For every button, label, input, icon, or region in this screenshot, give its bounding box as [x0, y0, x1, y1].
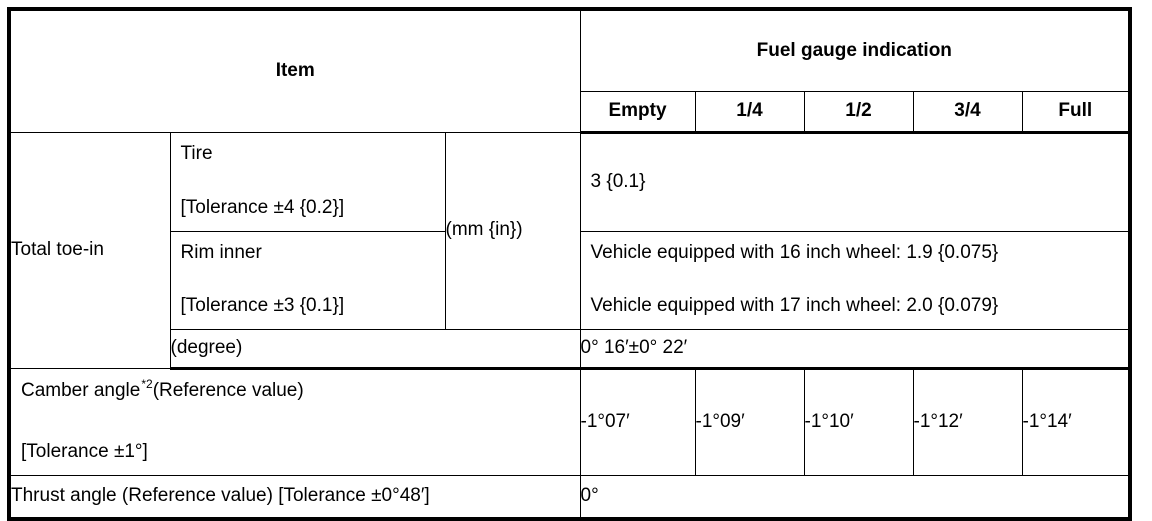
rim-inner-value-16inch: Vehicle equipped with 16 inch wheel: 1.9… — [590, 241, 999, 263]
camber-angle-reference-text: (Reference value) — [152, 379, 304, 401]
cell-degree-value: 0° 16′±0° 22′ — [579, 328, 1131, 370]
table-row-total-toe-in-degree: (degree) 0° 16′±0° 22′ — [9, 328, 1131, 370]
table-header-row-gauge-columns: Empty 1/4 1/2 3/4 Full — [9, 90, 1131, 134]
header-gauge-half: 1/2 — [803, 90, 914, 134]
cell-camber-value-three-quarter: -1°12′ — [912, 367, 1023, 476]
header-gauge-full: Full — [1021, 90, 1131, 134]
cell-camber-value-half: -1°10′ — [803, 367, 914, 476]
header-gauge-quarter: 1/4 — [694, 90, 805, 134]
cell-thrust-angle-label: Thrust angle (Reference value) [Toleranc… — [9, 474, 581, 519]
cell-camber-value-full: -1°14′ — [1021, 367, 1131, 476]
header-item: Item — [9, 9, 581, 133]
wheel-alignment-specification-table: Item Fuel gauge indication Empty 1/4 1/2… — [7, 7, 1133, 521]
rim-inner-value-17inch: Vehicle equipped with 17 inch wheel: 2.0… — [590, 295, 999, 317]
table-row-total-toe-in-tire: Total toe-in Tire [Tolerance ±4 {0.2}] (… — [9, 131, 1131, 369]
cell-tire-value: 3 {0.1} — [579, 131, 1131, 232]
specification-table-page: Item Fuel gauge indication Empty 1/4 1/2… — [7, 7, 1133, 521]
camber-angle-label-text: Camber angle — [21, 379, 141, 401]
tire-tolerance: [Tolerance ±4 {0.2}] — [180, 197, 345, 219]
cell-unit-mm-in: (mm {in}) — [444, 131, 581, 330]
rim-inner-label: Rim inner — [180, 241, 262, 263]
header-fuel-gauge-indication: Fuel gauge indication — [579, 9, 1131, 92]
cell-rim-inner-spec: Rim inner [Tolerance ±3 {0.1}] — [170, 230, 446, 330]
row-group-total-toe-in: Total toe-in — [9, 131, 171, 369]
tire-value-text: 3 {0.1} — [590, 170, 646, 192]
cell-camber-value-quarter: -1°09′ — [694, 367, 805, 476]
row-group-total-toe-in-label: Total toe-in — [11, 238, 104, 260]
header-gauge-three-quarter: 3/4 — [912, 90, 1023, 134]
cell-unit-degree: (degree) — [170, 328, 581, 370]
rim-inner-tolerance: [Tolerance ±3 {0.1}] — [180, 295, 345, 317]
table-row-camber-angle: Camber angle*2(Reference value) [Toleran… — [9, 367, 1131, 476]
camber-angle-footnote-marker: *2 — [141, 377, 153, 392]
table-row-thrust-angle: Thrust angle (Reference value) [Toleranc… — [9, 474, 1131, 519]
tire-label: Tire — [180, 142, 213, 164]
cell-rim-inner-values: Vehicle equipped with 16 inch wheel: 1.9… — [579, 230, 1131, 330]
table-row-total-toe-in-rim-inner: Rim inner [Tolerance ±3 {0.1}] Vehicle e… — [9, 230, 1131, 330]
cell-camber-angle-label: Camber angle*2(Reference value) [Toleran… — [9, 367, 581, 476]
header-gauge-empty: Empty — [580, 90, 696, 134]
cell-camber-value-empty: -1°07′ — [579, 367, 696, 476]
table-header-row-primary: Item Fuel gauge indication — [9, 9, 1131, 133]
cell-thrust-angle-value: 0° — [579, 474, 1131, 519]
camber-angle-tolerance: [Tolerance ±1°] — [21, 441, 148, 463]
cell-tire-spec: Tire [Tolerance ±4 {0.2}] — [169, 131, 446, 232]
camber-angle-title: Camber angle*2(Reference value) — [21, 377, 571, 402]
